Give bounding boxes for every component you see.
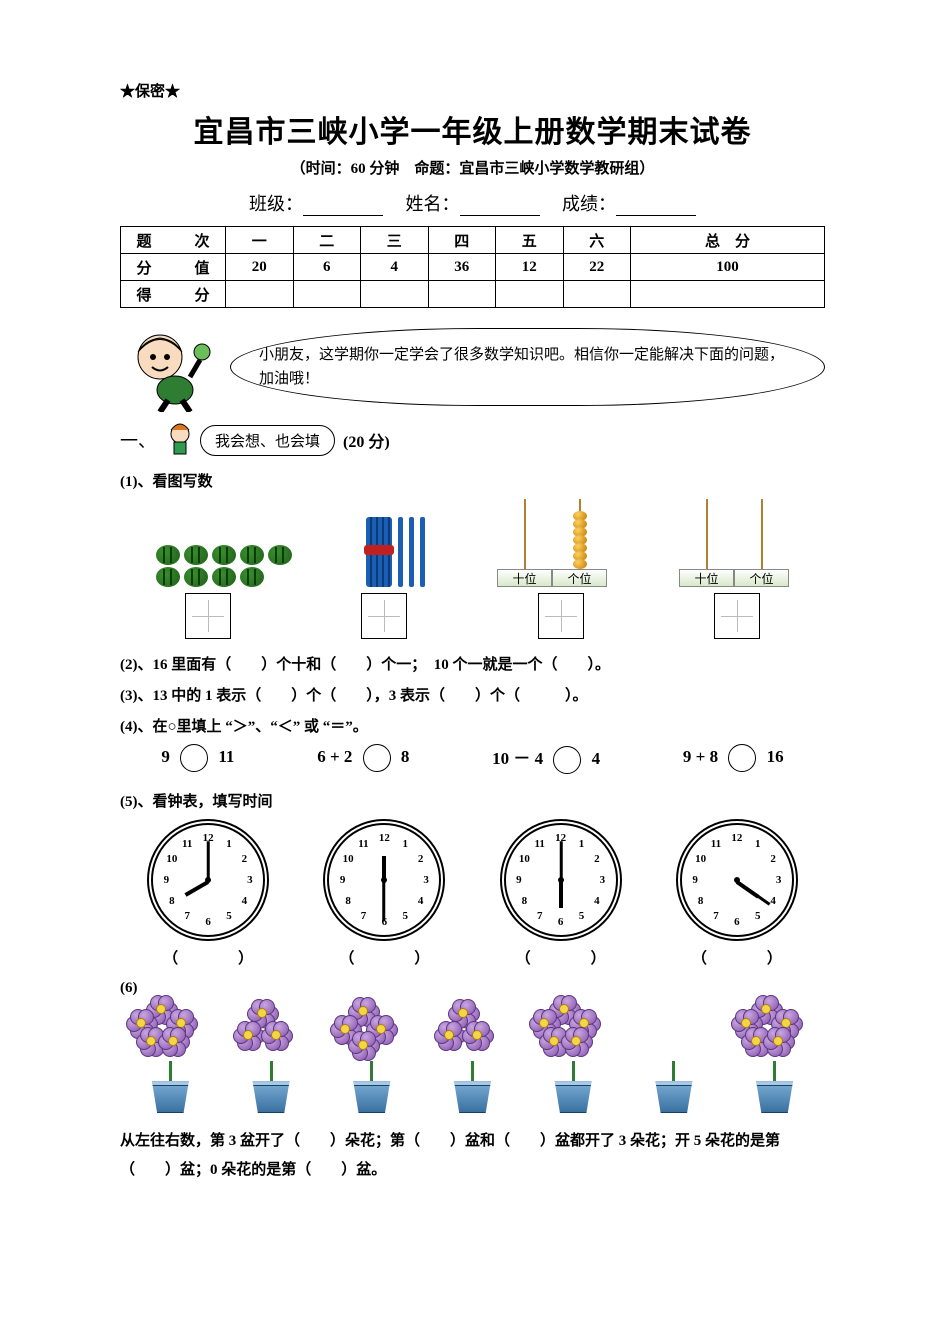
section-pill: 我会想、也会填: [200, 425, 335, 456]
score-label: 成绩：: [562, 194, 616, 214]
name-blank: [460, 197, 540, 216]
sticks-figure: [366, 517, 425, 587]
subtitle: （时间：60 分钟 命题：宜昌市三峡小学数学教研组）: [120, 157, 825, 178]
flower-pot: [232, 1005, 310, 1113]
answer-box: [185, 593, 231, 639]
compare-item: 9 11: [161, 744, 234, 774]
exam-page: ★保密★ 宜昌市三峡小学一年级上册数学期末试卷 （时间：60 分钟 命题：宜昌市…: [0, 0, 945, 1337]
page-title: 宜昌市三峡小学一年级上册数学期末试卷: [120, 107, 825, 151]
table-row: 分 值 20 6 4 36 12 22 100: [121, 254, 825, 281]
abacus-b: 十位 个位: [679, 499, 789, 587]
clock-icon: 123456789101112: [147, 819, 269, 941]
intro-row: 小朋友，这学期你一定学会了很多数学知识吧。相信你一定能解决下面的问题，加油哦！: [120, 322, 825, 412]
q4-label: (4)、在○里填上 “＞”、“＜” 或 “＝”。: [120, 715, 825, 736]
q1-answer-boxes: [120, 593, 825, 639]
compare-item: 10 － 4 4: [492, 744, 600, 774]
student-fields: 班级： 姓名： 成绩：: [120, 190, 825, 216]
q2: (2)、16 里面有（ ）个十和（ ）个一； 10 个一就是一个（ ）。: [120, 653, 825, 674]
clock-icon: 123456789101112: [676, 819, 798, 941]
kid2-icon: [160, 420, 200, 460]
q4-items: 9 11 6 + 2 8 10 － 4 4 9 + 8 16: [120, 744, 825, 774]
flower-pot: [635, 1005, 713, 1113]
q1-figures: 十位 个位 十位 个位: [120, 499, 825, 587]
flowers-row: [120, 1005, 825, 1113]
score-blank: [616, 197, 696, 216]
flower-pot: [433, 1005, 511, 1113]
answer-box: [714, 593, 760, 639]
section-points: (20 分): [343, 428, 390, 452]
score-table: 题 次 一 二 三 四 五 六 总 分 分 值 20 6 4 36 12 22 …: [120, 226, 825, 308]
section-num: 一、: [120, 427, 156, 453]
row-header: 分 值: [121, 254, 226, 281]
table-row: 得 分: [121, 281, 825, 308]
q5-label: (5)、看钟表，填写时间: [120, 790, 825, 811]
compare-item: 9 + 8 16: [683, 744, 784, 774]
q1-label: (1)、看图写数: [120, 470, 825, 491]
class-blank: [303, 197, 383, 216]
table-row: 题 次 一 二 三 四 五 六 总 分: [121, 227, 825, 254]
abacus-a: 十位 个位: [497, 499, 607, 587]
q6-text: 从左往右数，第 3 盆开了（ ）朵花；第（ ）盆和（ ）盆都开了 3 朵花；开 …: [120, 1127, 825, 1184]
q3: (3)、13 中的 1 表示（ ）个（ ），3 表示（ ）个（ ）。: [120, 684, 825, 705]
clock-blanks: （ ）（ ）（ ）（ ）: [120, 947, 825, 968]
clock-icon: 123456789101112: [323, 819, 445, 941]
flower-pot: [131, 1005, 209, 1113]
kid-icon: [120, 322, 230, 412]
clocks-row: 123456789101112 123456789101112 1234567891…: [120, 819, 825, 941]
row-header: 题 次: [121, 227, 226, 254]
answer-box: [361, 593, 407, 639]
row-header: 得 分: [121, 281, 226, 308]
compare-item: 6 + 2 8: [317, 744, 409, 774]
confidential-label: ★保密★: [120, 80, 825, 101]
melons-figure: [156, 545, 294, 587]
speech-bubble: 小朋友，这学期你一定学会了很多数学知识吧。相信你一定能解决下面的问题，加油哦！: [230, 328, 825, 406]
name-label: 姓名：: [406, 194, 460, 214]
flower-pot: [534, 1005, 612, 1113]
class-label: 班级：: [249, 194, 303, 214]
flower-pot: [333, 1005, 411, 1113]
clock-icon: 123456789101112: [500, 819, 622, 941]
section-1-header: 一、 我会想、也会填 (20 分): [120, 420, 825, 460]
q6-label: (6): [120, 980, 825, 997]
answer-box: [538, 593, 584, 639]
flower-pot: [736, 1005, 814, 1113]
